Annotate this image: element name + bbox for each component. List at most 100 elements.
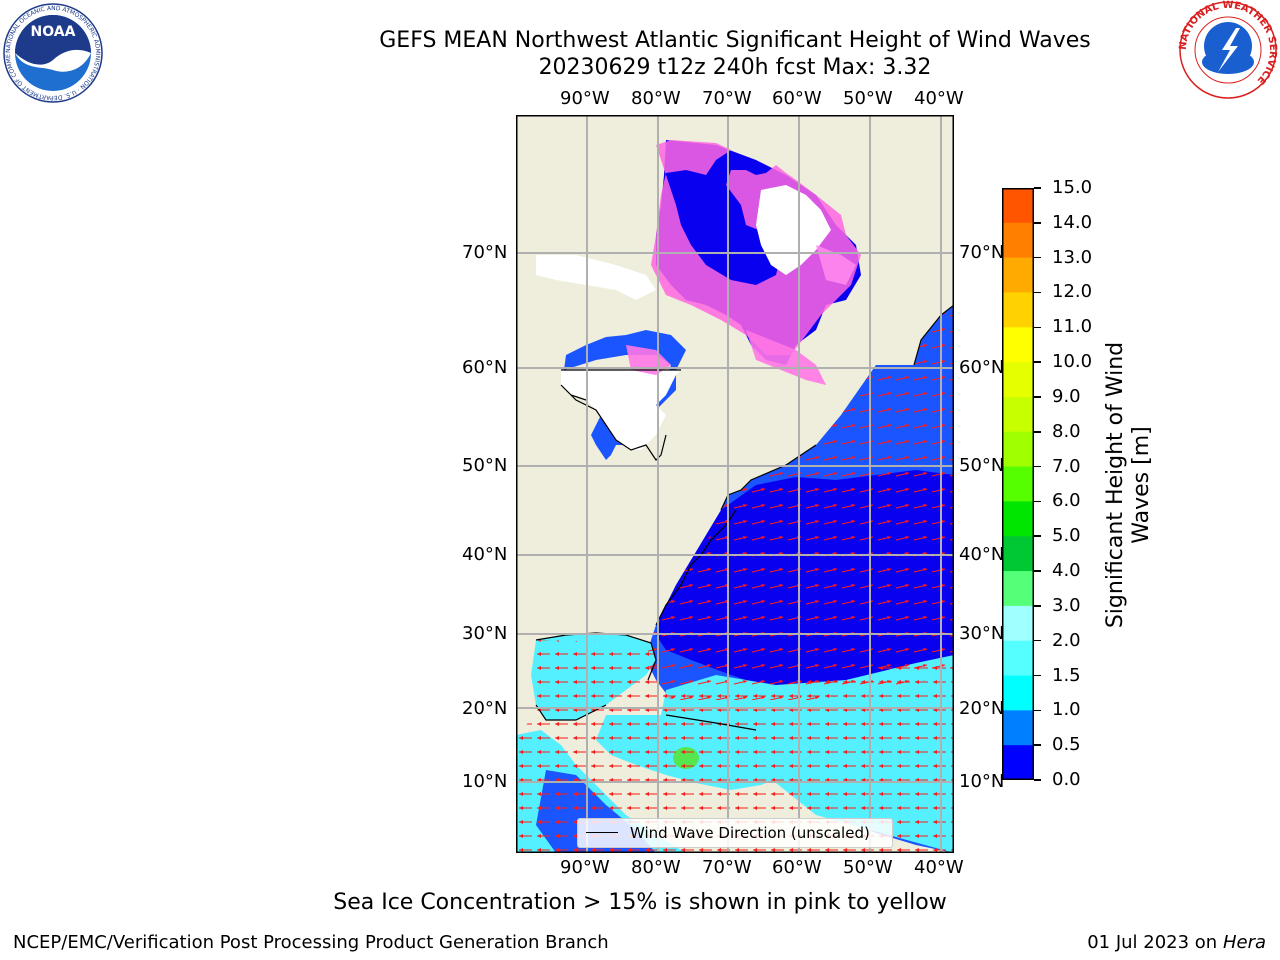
lat-label-left-20n: 20°N (462, 698, 508, 719)
noaa-logo: NOAA NATIONAL OCEANIC AND ATMOSPHERIC AD… (0, 0, 104, 104)
colorbar (1002, 188, 1034, 781)
colorbar-bin (1002, 222, 1034, 259)
lon-label-top-50w: 50°W (843, 88, 893, 109)
legend-label: Wind Wave Direction (unscaled) (630, 824, 870, 842)
colorbar-title-line1: Significant Height of Wind (1103, 341, 1128, 629)
colorbar-tick-label: 2.0 (1052, 629, 1081, 651)
colorbar-title-line2: Waves [m] (1129, 426, 1154, 544)
colorbar-tick-mark (1034, 187, 1041, 189)
colorbar-tick-label: 5.0 (1052, 525, 1081, 547)
colorbar-tick-mark (1034, 779, 1041, 781)
footer-date: 01 Jul 2023 on (1087, 932, 1223, 953)
colorbar-tick-mark (1034, 674, 1041, 677)
sea-ice-pink (651, 140, 861, 355)
colorbar-tick-mark (1034, 465, 1041, 468)
lat-label-right-50n: 50°N (959, 455, 1005, 476)
colorbar-tick-mark (1034, 256, 1041, 259)
lat-label-left-40n: 40°N (462, 544, 508, 565)
colorbar-tick-mark (1034, 639, 1041, 642)
colorbar-tick-label: 13.0 (1052, 246, 1093, 268)
lon-label-bottom-40w: 40°W (914, 857, 964, 878)
sea-ice-note: Sea Ice Concentration > 15% is shown in … (333, 890, 947, 915)
colorbar-bin (1002, 188, 1034, 224)
colorbar-tick-label: 12.0 (1052, 281, 1093, 303)
colorbar-bin (1002, 431, 1034, 468)
lon-label-top-60w: 60°W (772, 88, 822, 109)
colorbar-bin (1002, 466, 1034, 502)
lat-label-right-40n: 40°N (959, 544, 1005, 565)
colorbar-tick-label: 14.0 (1052, 211, 1093, 233)
colorbar-tick-label: 1.0 (1052, 699, 1081, 721)
chart-subtitle: 20230629 t12z 240h fcst Max: 3.32 (538, 55, 932, 80)
graticule (516, 115, 954, 853)
lon-label-bottom-80w: 80°W (631, 857, 681, 878)
colorbar-bin (1002, 257, 1034, 293)
lat-label-left-50n: 50°N (462, 455, 508, 476)
colorbar-tick-label: 0.0 (1052, 769, 1081, 790)
lon-label-top-70w: 70°W (702, 88, 752, 109)
lon-label-top-40w: 40°W (914, 88, 964, 109)
colorbar-tick-mark (1034, 431, 1041, 433)
nws-logo: NATIONAL WEATHER SERVICE (1178, 0, 1278, 100)
hudson-bay-ice (561, 370, 681, 450)
colorbar-tick-mark (1034, 744, 1041, 746)
colorbar-tick-mark (1034, 291, 1041, 294)
colorbar-tick-label: 11.0 (1052, 316, 1093, 338)
sea-ice-greenland (816, 245, 856, 285)
colorbar-bin (1002, 396, 1034, 433)
lat-label-right-70n: 70°N (959, 242, 1005, 263)
colorbar-tick-mark (1034, 709, 1041, 712)
lon-label-top-80w: 80°W (631, 88, 681, 109)
colorbar-svg (1002, 188, 1034, 781)
colorbar-tick-mark (1034, 222, 1041, 224)
colorbar-tick-label: 9.0 (1052, 385, 1081, 407)
colorbar-tick-mark (1034, 500, 1041, 503)
colorbar-bin (1002, 501, 1034, 537)
colorbar-bin (1002, 292, 1034, 328)
colorbar-bin (1002, 675, 1034, 711)
footer-left: NCEP/EMC/Verification Post Processing Pr… (13, 932, 609, 953)
colorbar-tick-mark (1034, 570, 1041, 572)
colorbar-tick-label: 8.0 (1052, 420, 1081, 442)
colorbar-bin (1002, 605, 1034, 642)
colorbar-bin (1002, 362, 1034, 398)
colorbar-bin (1002, 571, 1034, 607)
footer-right: 01 Jul 2023 on Hera (1087, 932, 1266, 953)
colorbar-bin (1002, 536, 1034, 572)
colorbar-tick-mark (1034, 605, 1041, 607)
colorbar-tick-mark (1034, 535, 1041, 537)
colorbar-tick-label: 4.0 (1052, 560, 1081, 582)
lon-label-bottom-60w: 60°W (772, 857, 822, 878)
colorbar-bin (1002, 640, 1034, 677)
lat-label-left-10n: 10°N (462, 771, 508, 792)
sea-ice-labrador (746, 330, 826, 385)
colorbar-tick-label: 7.0 (1052, 455, 1081, 477)
colorbar-tick-label: 3.0 (1052, 594, 1081, 616)
lat-label-right-20n: 20°N (959, 698, 1005, 719)
colorbar-bin (1002, 710, 1034, 746)
lat-label-left-70n: 70°N (462, 242, 508, 263)
lat-label-right-60n: 60°N (959, 357, 1005, 378)
lon-label-bottom-90w: 90°W (560, 857, 610, 878)
colorbar-tick-label: 15.0 (1052, 177, 1093, 198)
lon-label-bottom-50w: 50°W (843, 857, 893, 878)
colorbar-bin (1002, 745, 1034, 781)
colorbar-tick-mark (1034, 396, 1041, 398)
lat-label-left-30n: 30°N (462, 623, 508, 644)
noaa-logo-word: NOAA (31, 24, 76, 40)
coastlines (535, 304, 954, 731)
lat-label-right-10n: 10°N (959, 771, 1005, 792)
map-panel (516, 115, 954, 853)
sea-ice-white-2 (536, 255, 656, 300)
map-legend: Wind Wave Direction (unscaled) (577, 818, 893, 848)
chart-title: GEFS MEAN Northwest Atlantic Significant… (379, 28, 1091, 53)
colorbar-tick-label: 0.5 (1052, 734, 1081, 756)
lon-label-top-90w: 90°W (560, 88, 610, 109)
colorbar-bin (1002, 327, 1034, 363)
map-svg (516, 115, 954, 853)
wave-direction-arrows-south (516, 640, 954, 853)
colorbar-tick-label: 1.5 (1052, 664, 1081, 686)
lon-label-bottom-70w: 70°W (702, 857, 752, 878)
lat-label-left-60n: 60°N (462, 357, 508, 378)
colorbar-tick-label: 10.0 (1052, 351, 1093, 373)
